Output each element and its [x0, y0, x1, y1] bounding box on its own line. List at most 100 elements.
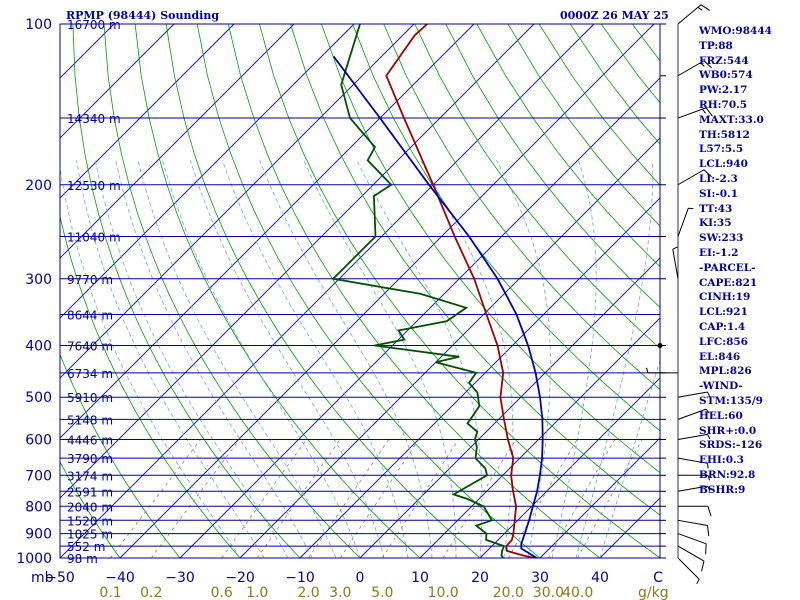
wind-barb-half-flag	[705, 408, 710, 414]
pressure-tick-label: 400	[25, 339, 52, 355]
stat-item: LCL:940	[699, 158, 748, 171]
temperature-tick-label: 0	[356, 570, 365, 586]
mixing-ratio-line	[308, 439, 390, 558]
isotherm-line	[539, 437, 660, 558]
moist-adiabat-line	[575, 160, 654, 558]
isotherm-line	[60, 24, 475, 439]
temperature-tick-label: 40	[591, 570, 609, 586]
wind-barb-flag	[701, 560, 705, 572]
moist-adiabat-line	[190, 160, 385, 558]
stat-item: BRN:92.8	[699, 468, 756, 481]
wind-barb-half-flag	[702, 108, 706, 114]
mixing-ratio-unit-label: g/kg	[638, 585, 669, 600]
isotherm-line	[60, 24, 235, 199]
stat-item: CAP:1.4	[699, 320, 746, 333]
mixing-ratio-label: 0.2	[140, 585, 162, 600]
wind-barb	[677, 169, 705, 186]
height-label: 98 m	[67, 552, 98, 566]
stat-item: SI:-0.1	[699, 187, 738, 200]
stat-item: WMO:98444	[699, 25, 772, 37]
pressure-tick-label: 700	[25, 468, 52, 484]
mixing-ratio-line	[548, 439, 616, 558]
stat-item: EI:-1.2	[699, 246, 739, 259]
isotherm-line	[419, 317, 660, 558]
temperature-tick-label: 20	[471, 570, 489, 586]
height-label: 6734 m	[67, 367, 113, 381]
temperature-tick-label: 10	[411, 570, 429, 586]
mixing-ratio-line	[339, 439, 420, 558]
stat-item: CINH:19	[699, 291, 751, 304]
wind-barb-flag	[707, 525, 710, 536]
datetime-label: 0000Z 26 MAY 25	[560, 9, 669, 22]
pressure-tick-label: 600	[25, 433, 52, 449]
wind-barb-flag	[703, 169, 712, 178]
mixing-ratio-label: 40.0	[562, 585, 593, 600]
stat-item: SHR+:0.0	[699, 424, 757, 437]
stat-item: BSHR:9	[699, 483, 746, 496]
dry-adiabat-line	[227, 24, 601, 558]
pressure-tick-label: 800	[25, 499, 52, 515]
mixing-ratio-label: 10.0	[428, 585, 459, 600]
mixing-ratio-line	[150, 439, 240, 558]
stat-item: TP:88	[699, 39, 733, 52]
stat-item: HEL:60	[699, 409, 743, 422]
moist-adiabat-line	[496, 160, 551, 558]
moist-adiabat-line	[222, 160, 409, 558]
dry-adiabat-line	[72, 24, 301, 558]
height-label: 5910 m	[67, 391, 113, 405]
isotherm-line	[60, 24, 355, 319]
pressure-tick-label: 1000	[16, 551, 52, 567]
mixing-ratio-label: 5.0	[371, 585, 393, 600]
height-label: 3174 m	[67, 469, 113, 483]
unit-label: C	[653, 570, 663, 586]
dry-adiabat-line	[165, 24, 481, 558]
height-label: 7640 m	[67, 340, 113, 354]
height-label: 552 m	[67, 540, 105, 554]
mixing-ratio-label: 0.1	[99, 585, 121, 600]
wind-barb	[677, 533, 707, 545]
height-label: 2591 m	[67, 485, 113, 499]
station-title: RPMP (98444) Sounding	[66, 9, 220, 22]
moist-adiabat-line	[303, 160, 457, 558]
dry-adiabat-line	[196, 24, 541, 558]
moist-adiabat-line	[162, 160, 361, 558]
dry-adiabat-line	[476, 24, 660, 268]
isotherm-line	[299, 197, 660, 558]
mixing-ratio-label: 3.0	[329, 585, 351, 600]
stat-item: CAPE:821	[699, 276, 758, 289]
stat-item: WB0:574	[699, 69, 753, 82]
stat-item: TH:5812	[699, 128, 750, 141]
moist-adiabat-line	[599, 358, 660, 558]
stat-item: MAXT:33.0	[699, 113, 764, 126]
pressure-tick-label: 300	[25, 272, 52, 288]
wind-barb-half-flag	[700, 62, 705, 67]
stat-item: LFC:856	[699, 335, 748, 348]
height-label: 1025 m	[67, 528, 113, 542]
dry-adiabat-line	[259, 24, 660, 558]
wind-barb-half-flag	[707, 434, 711, 440]
wind-barb	[677, 519, 708, 527]
dry-adiabat-line	[60, 214, 241, 558]
isotherm-line	[239, 137, 660, 558]
height-label: 8644 m	[67, 309, 113, 323]
wind-barb-flag	[705, 107, 713, 117]
height-label: 16700 m	[67, 18, 121, 32]
stat-item: RH:70.5	[699, 98, 748, 111]
stat-item: EHI:0.3	[699, 454, 744, 467]
stat-item: TT:43	[699, 202, 733, 215]
mixing-ratio-line	[110, 439, 201, 558]
dry-adiabat-line	[134, 24, 421, 558]
dry-adiabat-line	[321, 24, 660, 474]
moist-adiabat-line	[95, 160, 289, 558]
isotherm-line	[179, 77, 660, 558]
isotherm-line	[479, 377, 660, 558]
temperature-tick-label: −30	[165, 570, 195, 586]
isotherm-line	[60, 24, 535, 499]
stat-item: SW:233	[699, 232, 744, 245]
wind-barb	[677, 557, 700, 580]
dry-adiabat-line	[60, 353, 181, 558]
temperature-tick-label: −40	[105, 570, 135, 586]
stat-item: KI:35	[699, 217, 732, 230]
stat-item: PW:2.17	[699, 84, 748, 97]
